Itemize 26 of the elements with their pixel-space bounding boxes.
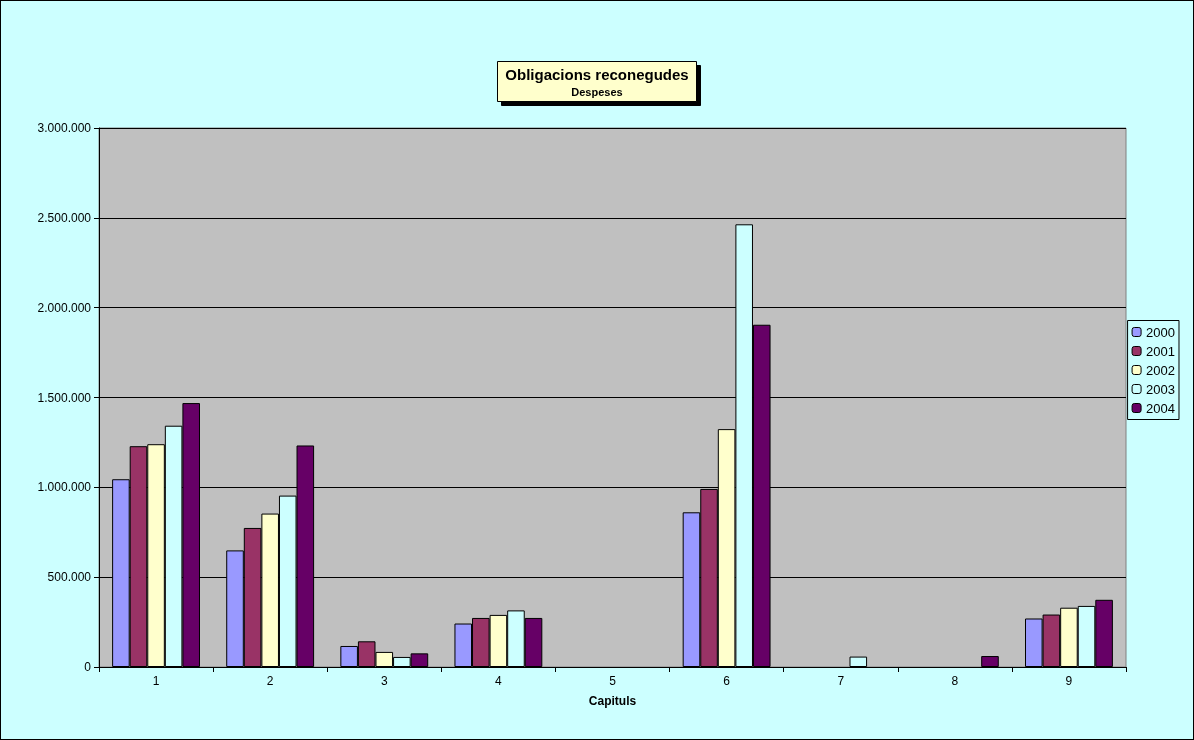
legend-label: 2003 (1146, 381, 1175, 397)
bar (981, 656, 999, 667)
x-tick-label: 7 (837, 674, 845, 688)
x-tick-label: 3 (380, 674, 388, 688)
y-tick-label: 0 (84, 660, 92, 674)
legend-label: 2004 (1146, 400, 1175, 416)
legend-label: 2001 (1146, 343, 1175, 359)
y-tick-label: 1.500.000 (37, 390, 92, 405)
y-tick-label: 500.000 (47, 570, 92, 585)
y-tick-label: 2.000.000 (37, 300, 92, 315)
x-tick-label: 5 (609, 674, 617, 688)
y-tick-label: 2.500.000 (37, 210, 92, 225)
x-tick-label: 4 (495, 674, 503, 688)
x-tick-label: 1 (152, 674, 160, 688)
x-tick-label: 6 (723, 674, 731, 688)
y-tick-label: 3.000.000 (37, 121, 92, 135)
legend-label: 2002 (1146, 362, 1175, 378)
bar (849, 656, 868, 667)
x-tick-label: 2 (266, 674, 274, 688)
y-tick-label: 1.000.000 (37, 480, 92, 495)
chart-title: Obligacions reconegudes (505, 66, 689, 83)
x-tick-label: 9 (1065, 674, 1073, 688)
chart-subtitle: Despeses (571, 85, 623, 98)
x-axis-title: Capituls (588, 694, 637, 708)
legend-label: 2000 (1146, 324, 1175, 340)
x-tick-label: 8 (951, 674, 959, 688)
